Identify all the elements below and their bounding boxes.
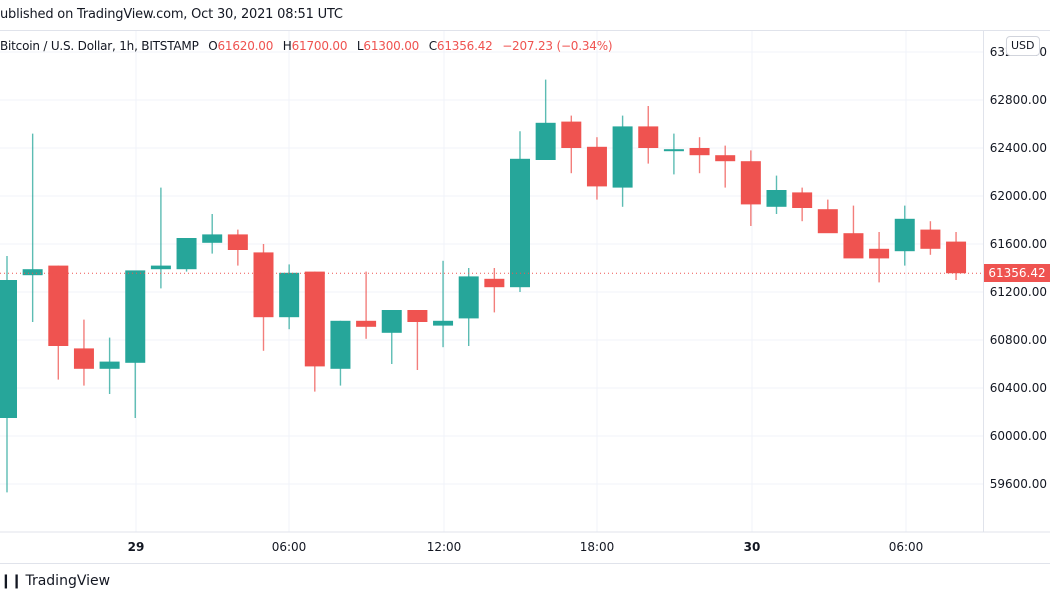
last-price-label: 61356.42 xyxy=(984,264,1050,283)
candle xyxy=(279,264,300,330)
candle xyxy=(612,115,633,207)
time-label: 29 xyxy=(127,540,145,554)
open-label: O xyxy=(208,39,218,53)
candle xyxy=(689,137,710,174)
time-label: 30 xyxy=(743,540,761,554)
time-label: 12:00 xyxy=(426,540,462,554)
price-tick: 60800.00 xyxy=(989,333,1047,347)
high-value: 61700.00 xyxy=(291,39,348,53)
close-value: 61356.42 xyxy=(436,39,493,53)
price-tick: 60400.00 xyxy=(989,381,1047,395)
candle xyxy=(356,271,377,339)
footer-branding[interactable]: ❙❙ TradingView xyxy=(0,570,110,592)
candle xyxy=(869,232,890,283)
candle xyxy=(73,319,94,386)
price-tick: 61200.00 xyxy=(989,285,1047,299)
candle xyxy=(0,256,17,493)
candle xyxy=(792,187,813,222)
candle xyxy=(330,320,351,386)
price-tick: 59600.00 xyxy=(989,477,1047,491)
candle xyxy=(920,221,941,255)
price-tick: 62000.00 xyxy=(989,189,1047,203)
price-axis[interactable]: 63200.0062800.0062400.0062000.0061600.00… xyxy=(983,31,1050,532)
candle xyxy=(715,145,736,188)
open-value: 61620.00 xyxy=(217,39,274,53)
candle xyxy=(433,260,454,348)
candle xyxy=(510,131,530,292)
published-caption: ublished on TradingView.com, Oct 30, 202… xyxy=(0,7,343,22)
candle xyxy=(125,270,146,418)
candle xyxy=(817,199,838,234)
candle xyxy=(766,175,787,214)
candle xyxy=(176,238,197,272)
candle xyxy=(304,271,325,392)
candle xyxy=(586,137,607,200)
candle xyxy=(561,115,582,174)
candle xyxy=(150,187,171,289)
candle xyxy=(381,310,402,364)
time-label: 06:00 xyxy=(271,540,307,554)
currency-button[interactable]: USD xyxy=(1006,36,1040,56)
candle xyxy=(202,214,223,254)
candle xyxy=(484,268,505,313)
low-value: 61300.00 xyxy=(363,39,420,53)
close-label: C xyxy=(428,39,437,53)
candle xyxy=(946,232,967,280)
symbol-legend: Bitcoin / U.S. Dollar, 1h, BITSTAMP O616… xyxy=(0,38,613,54)
candle xyxy=(407,310,428,370)
change-value: −207.23 (−0.34%) xyxy=(502,39,613,53)
price-tick: 61600.00 xyxy=(989,237,1047,251)
time-label: 18:00 xyxy=(579,540,615,554)
candle xyxy=(227,229,248,266)
candle xyxy=(535,79,556,160)
candle xyxy=(663,133,684,175)
candle xyxy=(638,106,659,164)
high-label: H xyxy=(282,39,292,53)
candle xyxy=(48,265,69,380)
low-label: L xyxy=(356,39,364,53)
price-tick: 62800.00 xyxy=(989,93,1047,107)
chart-frame xyxy=(0,30,1050,564)
tradingview-logo-icon: ❙❙ xyxy=(0,573,22,589)
price-tick: 62400.00 xyxy=(989,141,1047,155)
candle xyxy=(22,133,43,322)
candle xyxy=(894,205,915,266)
time-axis[interactable]: 29 06:00 12:00 18:00 30 06:00 xyxy=(0,532,983,562)
candle xyxy=(253,244,274,351)
candle xyxy=(458,268,479,346)
candle xyxy=(99,337,120,394)
time-label: 06:00 xyxy=(888,540,924,554)
price-tick: 60000.00 xyxy=(989,429,1047,443)
candle xyxy=(843,205,864,259)
symbol-name: Bitcoin / U.S. Dollar, 1h, BITSTAMP xyxy=(0,39,199,53)
brand-name: TradingView xyxy=(25,573,111,589)
candle xyxy=(740,150,761,226)
